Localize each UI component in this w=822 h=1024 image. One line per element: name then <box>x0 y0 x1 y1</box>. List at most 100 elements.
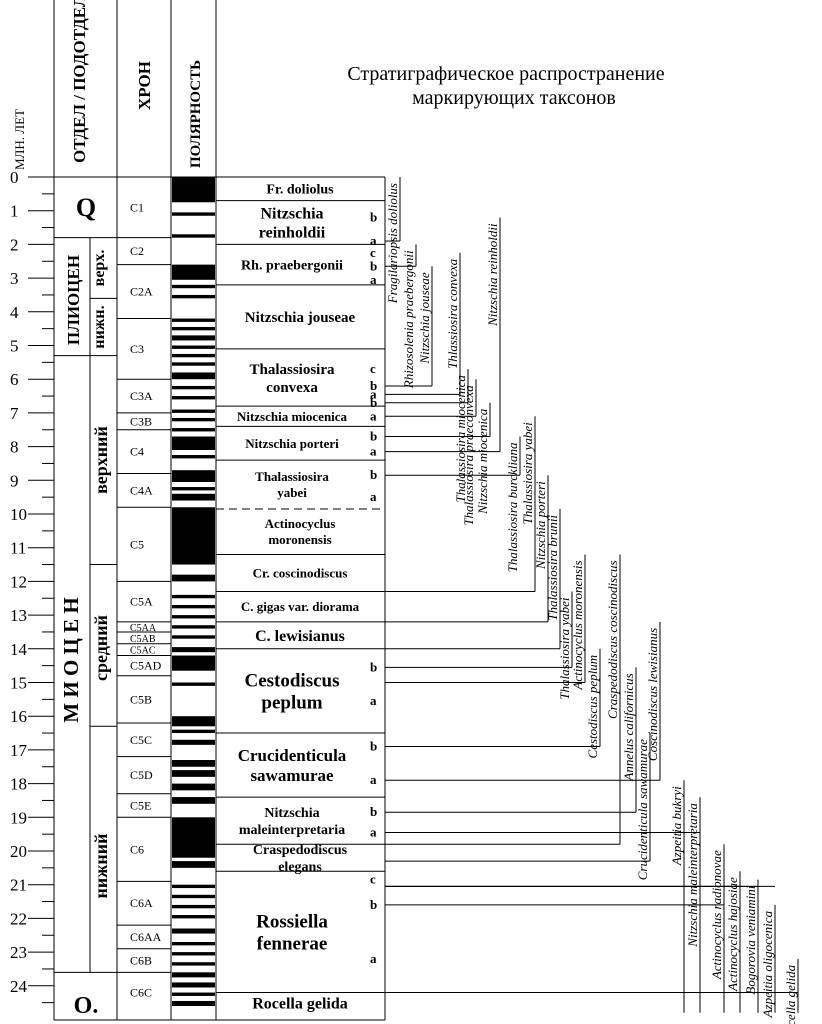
taxon-name: Nitzschia maleinterpretaria <box>685 803 700 948</box>
normal-polarity-band <box>172 409 215 413</box>
zone-label: Crucidenticula <box>238 746 347 765</box>
age-tick-label: 12 <box>10 572 27 591</box>
normal-polarity-band <box>172 655 215 671</box>
age-tick-label: 2 <box>10 235 19 254</box>
normal-polarity-band <box>172 894 215 899</box>
subzone-label: a <box>370 693 377 708</box>
chron-label: C6 <box>130 842 144 856</box>
normal-polarity-band <box>172 234 215 238</box>
normal-polarity-band <box>172 615 215 619</box>
taxon-name: Thlassiosira convexa <box>445 258 460 369</box>
normal-polarity-band <box>172 318 215 322</box>
age-tick-label: 17 <box>10 741 28 760</box>
subzone-label: b <box>370 804 377 819</box>
zone-label: Nitzschia jouseae <box>245 310 356 326</box>
age-tick-label: 1 <box>10 202 19 221</box>
chron-label: C5C <box>130 733 152 747</box>
normal-polarity-band <box>172 594 215 599</box>
polarity-column <box>172 177 215 1007</box>
age-tick-label: 18 <box>10 775 27 794</box>
chron-label: C5AB <box>130 634 156 645</box>
age-tick-label: 15 <box>10 674 27 693</box>
chron-label: C4A <box>130 483 153 497</box>
chron-label: C4 <box>130 445 144 459</box>
age-tick-label: 6 <box>10 370 19 389</box>
miocene-lower-label: нижний <box>91 834 111 899</box>
normal-polarity-band <box>172 962 215 966</box>
chron-label: C1 <box>130 200 144 214</box>
zone-label: Cestodiscus <box>244 671 339 692</box>
chron-label: C3 <box>130 342 144 356</box>
normal-polarity-band <box>172 345 215 349</box>
taxon-name: Thalassiosira praeconvexa <box>461 385 476 526</box>
normal-polarity-band <box>172 417 215 422</box>
normal-polarity-band <box>172 972 215 978</box>
subzone-label: a <box>370 824 377 839</box>
chron-label: C5AD <box>130 659 162 673</box>
zone-label: Rossiella <box>256 912 328 933</box>
subzone-label: b <box>370 739 377 754</box>
age-tick-label: 8 <box>10 438 19 457</box>
normal-polarity-band <box>172 507 215 565</box>
normal-polarity-band <box>172 915 215 919</box>
normal-polarity-band <box>172 797 215 804</box>
chron-label: C6B <box>130 954 152 968</box>
normal-polarity-band <box>172 177 215 203</box>
subzone-label: a <box>370 489 377 504</box>
normal-polarity-band <box>172 385 215 390</box>
normal-polarity-band <box>172 372 215 380</box>
pliocene-label: ПЛИОЦЕН <box>64 255 83 345</box>
normal-polarity-band <box>172 396 215 400</box>
miocene-upper-label: верхний <box>91 426 111 494</box>
taxon-name: Craspedodiscus coscinodiscus <box>605 560 620 719</box>
age-tick-label: 20 <box>10 842 27 861</box>
normal-polarity-band <box>172 952 215 956</box>
chron-label: C5B <box>130 692 152 706</box>
zone-label: Nitzschia <box>260 206 323 223</box>
subzone-label: c <box>370 872 376 887</box>
zone-label: C. lewisianus <box>255 628 345 645</box>
age-tick-label: 9 <box>10 471 19 490</box>
taxon-name: Actinocyclus radionovae <box>709 850 724 980</box>
zone-label: sawamurae <box>250 766 334 785</box>
age-tick-label: 5 <box>10 337 19 356</box>
normal-polarity-band <box>172 284 215 289</box>
pliocene-upper-label: верх. <box>91 250 108 287</box>
taxon-name: Thalassiosira yabei <box>557 597 572 700</box>
taxon-name: Cestodiscus peplum <box>585 655 600 759</box>
normal-polarity-band <box>172 574 215 582</box>
normal-polarity-band <box>172 470 215 482</box>
polarity-header: ПОЛЯРНОСТЬ <box>188 60 204 168</box>
zone-label: Nitzschia miocenica <box>237 409 348 424</box>
age-tick-label: 23 <box>10 943 27 962</box>
zone-label: peplum <box>261 693 322 714</box>
taxon-name: Azpeitia oligocenica <box>760 910 775 1018</box>
subzone-label: b <box>370 467 377 482</box>
normal-polarity-band <box>172 941 215 946</box>
age-tick-label: 22 <box>10 909 27 928</box>
taxon-name: Actinocyclus moronensis <box>570 560 585 690</box>
normal-polarity-band <box>172 635 215 639</box>
subzone-label: b <box>370 897 377 912</box>
age-tick-label: 0 <box>10 168 19 187</box>
zone-label: convexa <box>266 380 318 396</box>
age-tick-label: 10 <box>10 505 27 524</box>
chart-title-line1: Стратиграфическое распространение <box>347 63 664 85</box>
zone-label: moronensis <box>268 532 331 547</box>
subzone-label: c <box>370 361 376 376</box>
normal-polarity-band <box>172 455 215 459</box>
zone-label: Rh. praebergonii <box>241 259 343 274</box>
age-tick-label: 24 <box>10 977 28 996</box>
subzone-label: a <box>370 444 377 459</box>
chron-label: C3A <box>130 389 153 403</box>
normal-polarity-band <box>172 436 215 450</box>
taxon-name: Azpeitia bukryi <box>669 786 684 866</box>
normal-polarity-band <box>172 884 215 889</box>
chron-label: C6AA <box>130 930 162 944</box>
zone-label: C. gigas var. diorama <box>241 599 360 614</box>
taxon-name: Rocella gelida <box>783 964 798 1024</box>
subzone-label: c <box>370 245 376 260</box>
chron-label: C2 <box>130 244 144 258</box>
subzone-label: b <box>370 209 377 224</box>
